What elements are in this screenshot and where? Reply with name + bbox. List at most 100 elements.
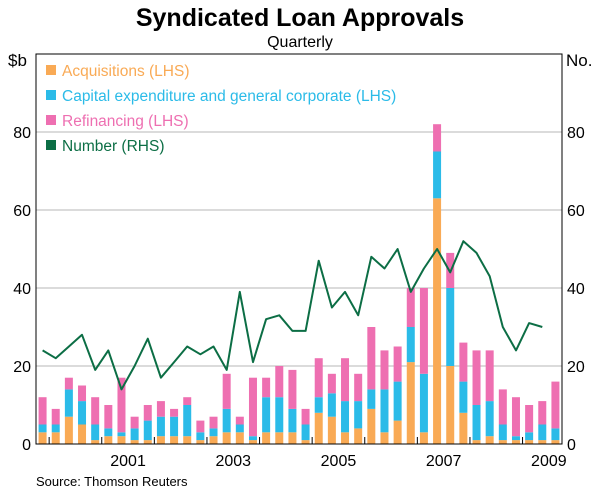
- legend-label: Capital expenditure and general corporat…: [62, 88, 396, 105]
- right-tick-label: 60: [567, 203, 585, 220]
- bar-acquisitions: [222, 432, 231, 444]
- bar-refinancing: [485, 350, 494, 402]
- bar-capex: [104, 428, 113, 437]
- right-axis-unit: No.: [566, 51, 592, 70]
- bar-refinancing: [117, 377, 126, 433]
- bar-acquisitions: [209, 436, 218, 444]
- legend-swatch: [46, 90, 56, 100]
- bar-refinancing: [367, 327, 376, 390]
- bar-refinancing: [327, 373, 336, 394]
- bar-refinancing: [406, 288, 415, 327]
- left-tick-label: 40: [13, 281, 31, 298]
- bar-capex: [433, 151, 442, 199]
- x-tick-label: 2001: [110, 453, 146, 470]
- bar-capex: [380, 389, 389, 433]
- bar-capex: [38, 424, 47, 433]
- right-tick-label: 80: [567, 125, 585, 142]
- chart-subtitle: Quarterly: [267, 34, 333, 51]
- bar-refinancing: [262, 377, 271, 398]
- bar-capex: [419, 373, 428, 433]
- right-tick-label: 20: [567, 359, 585, 376]
- bar-refinancing: [64, 377, 73, 390]
- axis-ticks: 0 20 40 60 80 0 20 40 60 80 2001 2003 2005 2007 2009: [13, 125, 585, 470]
- legend-label: Number (RHS): [62, 138, 164, 155]
- bar-capex: [275, 397, 284, 433]
- bar-acquisitions: [156, 436, 165, 444]
- bar-acquisitions: [262, 432, 271, 444]
- bar-acquisitions: [64, 416, 73, 444]
- bar-acquisitions: [183, 436, 192, 444]
- bar-capex: [196, 432, 205, 441]
- bar-capex: [459, 381, 468, 413]
- bar-capex: [314, 397, 323, 413]
- bar-capex: [472, 405, 481, 441]
- bar-capex: [235, 424, 244, 433]
- bar-capex: [525, 432, 534, 441]
- bar-capex: [511, 436, 520, 441]
- bar-acquisitions: [51, 432, 60, 444]
- bar-capex: [130, 428, 139, 441]
- number-line: [42, 240, 543, 391]
- bar-capex: [288, 408, 297, 433]
- bar-capex: [354, 401, 363, 429]
- bar-acquisitions: [433, 198, 442, 444]
- bar-capex: [183, 405, 192, 437]
- bar-capex: [262, 397, 271, 433]
- bar-acquisitions: [170, 436, 179, 444]
- bar-acquisitions: [196, 440, 205, 444]
- bar-capex: [327, 393, 336, 417]
- bar-acquisitions: [38, 432, 47, 444]
- bar-acquisitions: [327, 416, 336, 444]
- bar-capex: [91, 424, 100, 441]
- bar-acquisitions: [248, 440, 257, 444]
- bar-refinancing: [288, 369, 297, 409]
- bar-capex: [51, 424, 60, 433]
- bar-acquisitions: [314, 412, 323, 444]
- bar-refinancing: [301, 408, 310, 425]
- bar-capex: [64, 389, 73, 417]
- bar-refinancing: [472, 350, 481, 405]
- x-tick-label: 2005: [321, 453, 357, 470]
- bar-acquisitions: [104, 436, 113, 444]
- bar-capex: [156, 416, 165, 437]
- bar-refinancing: [143, 405, 152, 421]
- bar-acquisitions: [235, 432, 244, 444]
- bar-capex: [485, 401, 494, 437]
- line-series: [42, 240, 543, 391]
- bar-capex: [209, 428, 218, 437]
- bar-capex: [341, 401, 350, 433]
- bar-acquisitions: [498, 440, 507, 444]
- bar-refinancing: [91, 397, 100, 425]
- bar-capex: [248, 436, 257, 441]
- bar-refinancing: [104, 405, 113, 429]
- bar-capex: [498, 424, 507, 441]
- bar-refinancing: [248, 377, 257, 437]
- left-tick-label: 60: [13, 203, 31, 220]
- bar-refinancing: [498, 389, 507, 425]
- bar-refinancing: [354, 373, 363, 402]
- bar-refinancing: [183, 397, 192, 405]
- x-tick-label: 2007: [426, 453, 462, 470]
- legend-swatch: [46, 140, 56, 150]
- bar-acquisitions: [91, 440, 100, 444]
- chart-source: Source: Thomson Reuters: [36, 474, 188, 489]
- bar-refinancing: [170, 408, 179, 417]
- bar-refinancing: [551, 381, 560, 429]
- bar-capex: [78, 401, 87, 425]
- bar-refinancing: [156, 401, 165, 417]
- bar-refinancing: [433, 124, 442, 152]
- bar-acquisitions: [419, 432, 428, 444]
- bar-refinancing: [511, 397, 520, 437]
- bar-refinancing: [235, 416, 244, 425]
- bar-acquisitions: [117, 436, 126, 444]
- bar-refinancing: [78, 385, 87, 402]
- x-tick-label: 2003: [215, 453, 251, 470]
- bar-refinancing: [222, 373, 231, 409]
- plot-frame: [35, 53, 563, 445]
- bar-acquisitions: [301, 440, 310, 444]
- bar-acquisitions: [78, 424, 87, 444]
- bar-refinancing: [419, 288, 428, 374]
- legend-label: Acquisitions (LHS): [62, 63, 190, 80]
- bar-capex: [222, 408, 231, 433]
